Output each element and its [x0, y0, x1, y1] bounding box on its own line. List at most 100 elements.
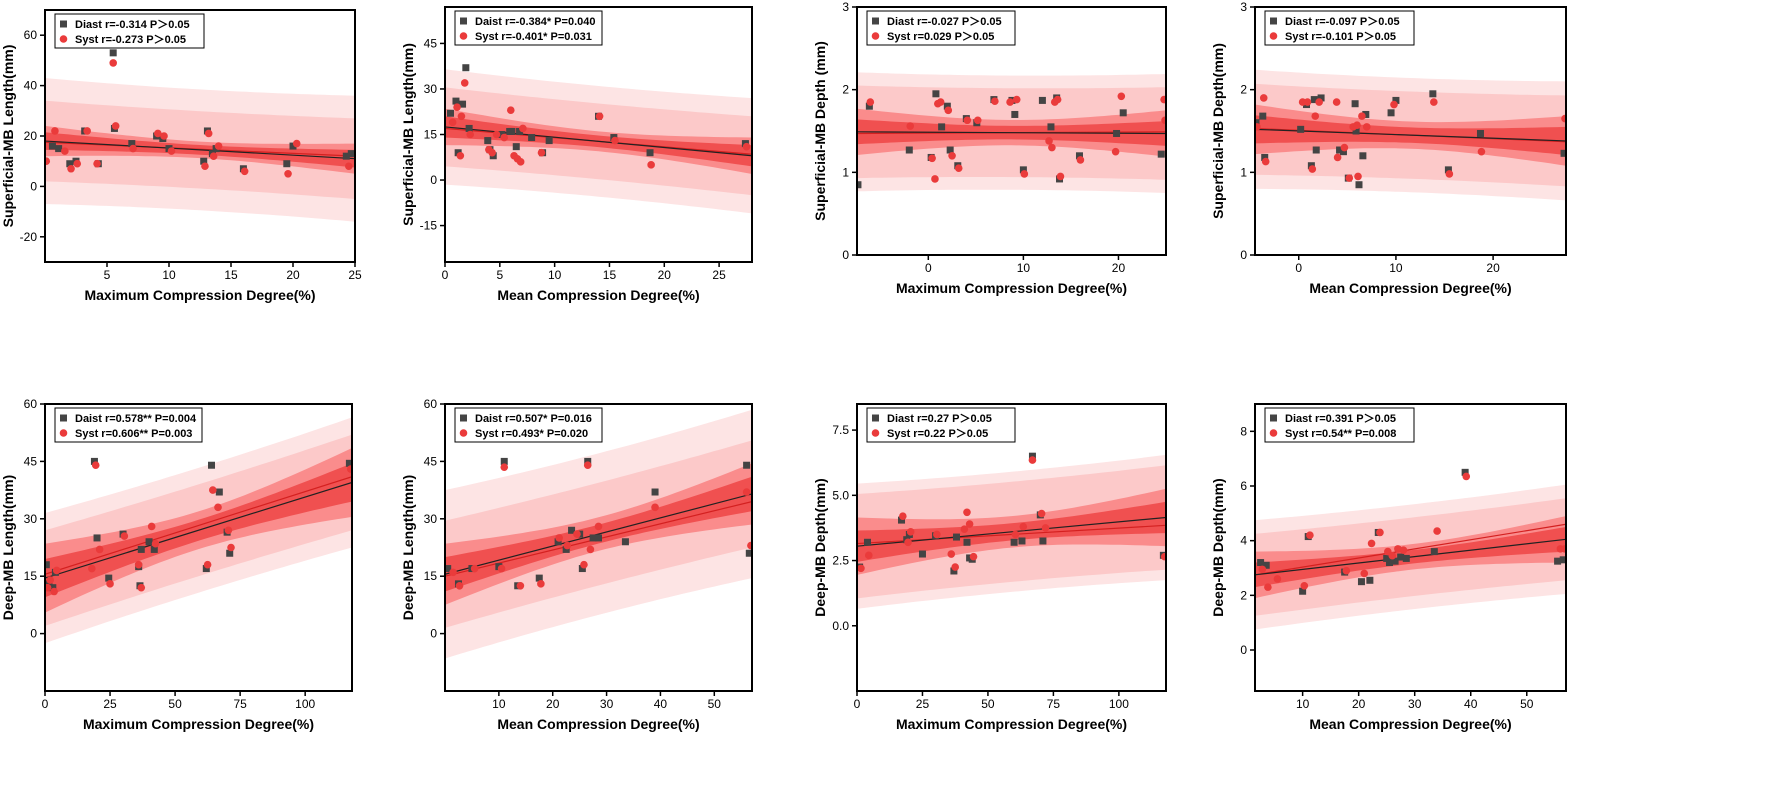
point-syst	[1340, 143, 1349, 152]
point-diast	[1262, 561, 1270, 569]
plot-frame	[444, 403, 753, 692]
x-tick-label: 20	[1352, 697, 1366, 711]
point-syst	[928, 154, 936, 163]
x-tick-label: 30	[600, 697, 614, 711]
point-diast	[1157, 150, 1165, 158]
point-syst	[73, 159, 82, 168]
point-syst	[448, 118, 457, 127]
legend-marker-diast	[60, 20, 67, 28]
point-syst	[1430, 98, 1438, 106]
y-tick-label: 1	[1240, 165, 1247, 179]
point-diast	[1255, 119, 1260, 127]
point-diast	[568, 526, 576, 534]
legend-box	[866, 407, 1016, 443]
point-syst	[67, 164, 75, 173]
legend-label: Syst r=0.22 P＞0.05	[887, 428, 988, 440]
point-syst	[1308, 165, 1317, 173]
legend-label: Syst r=0.029 P＞0.05	[887, 31, 994, 43]
point-syst	[1399, 546, 1408, 555]
y-tick-label: 15	[24, 569, 38, 583]
point-diast	[905, 146, 913, 154]
point-diast	[283, 160, 291, 168]
point-syst	[973, 116, 982, 125]
x-axis-label: Mean Compression Degree(%)	[1309, 716, 1511, 732]
x-tick-label: 15	[224, 268, 238, 282]
legend-marker-syst	[1269, 32, 1278, 40]
point-syst	[1111, 147, 1120, 156]
point-diast	[215, 488, 223, 496]
point-diast	[1392, 96, 1400, 104]
panel-p8: 10 20 30 40 50 0 2 4 6 8 Mean Compression Degree(%…	[1210, 403, 1567, 732]
legend-marker-diast	[460, 414, 467, 422]
point-diast	[48, 142, 56, 150]
point-diast	[145, 538, 153, 546]
point-diast	[1554, 557, 1562, 565]
point-syst	[240, 167, 249, 176]
point-diast	[1476, 129, 1484, 137]
plot-area	[445, 409, 752, 659]
point-syst	[214, 503, 222, 512]
x-tick-label: 15	[603, 268, 617, 282]
point-syst	[1445, 170, 1454, 178]
point-diast	[202, 565, 210, 573]
point-syst	[50, 587, 58, 596]
point-syst	[497, 564, 506, 573]
x-axis-label: Mean Compression Degree(%)	[1309, 280, 1511, 296]
panel-p1: 5 10 15 20 25 -20 0 20 40 60 Maximum Compression D…	[0, 9, 362, 303]
point-syst	[1354, 172, 1362, 181]
legend-marker-syst	[59, 429, 68, 437]
point-syst	[904, 538, 912, 547]
y-tick-label: 0	[842, 248, 849, 262]
point-diast	[105, 574, 113, 582]
point-syst	[991, 97, 999, 106]
point-diast	[446, 109, 454, 117]
y-tick-label: 45	[424, 36, 438, 50]
point-diast	[45, 580, 53, 588]
point-diast	[109, 49, 117, 57]
y-tick-label: 0	[430, 627, 437, 641]
point-diast	[484, 137, 492, 145]
panel-p3: 0 10 20 0 1 2 3 Maximum Compression Degree(%) Su…	[812, 0, 1167, 296]
point-diast	[528, 134, 536, 142]
point-syst	[227, 543, 235, 552]
point-syst	[906, 122, 915, 130]
point-syst	[129, 144, 137, 153]
x-tick-label: 75	[233, 697, 247, 711]
legend: Daist r=-0.384* P=0.040 Syst r=-0.401* P=…	[454, 10, 603, 46]
x-axis-label: Maximum Compression Degree(%)	[896, 280, 1127, 296]
point-syst	[1160, 552, 1166, 561]
legend: Diast r=0.27 P＞0.05 Syst r=0.22 P＞0.05	[866, 407, 1016, 443]
y-tick-label: 30	[24, 512, 38, 526]
point-syst	[1477, 147, 1486, 156]
point-syst	[106, 580, 114, 588]
point-diast	[1297, 125, 1305, 133]
fit-line-diast	[45, 140, 355, 160]
plot-area	[857, 72, 1166, 193]
legend-marker-diast	[1270, 17, 1277, 25]
point-syst	[1353, 121, 1361, 130]
point-diast	[953, 533, 961, 541]
legend-box	[866, 10, 1016, 46]
point-diast	[342, 152, 350, 160]
point-syst	[1019, 522, 1028, 531]
y-tick-label: 0	[1240, 248, 1247, 262]
point-syst	[1367, 539, 1376, 548]
legend-marker-syst	[871, 429, 880, 437]
x-tick-label: 25	[348, 268, 362, 282]
point-diast	[1357, 578, 1365, 586]
panel-p7: 0 25 50 75 100 0.0 2.5 5.0 7.5 Maximum Compressio…	[812, 403, 1167, 732]
point-syst	[960, 525, 969, 534]
y-tick-label: 0	[430, 173, 437, 187]
point-diast	[554, 538, 562, 546]
point-syst	[516, 158, 525, 166]
x-tick-label: 40	[1464, 697, 1478, 711]
point-diast	[1075, 152, 1083, 160]
point-syst	[500, 463, 509, 471]
point-diast	[943, 102, 951, 110]
point-syst	[203, 560, 212, 569]
point-syst	[1160, 95, 1166, 104]
point-diast	[918, 550, 926, 558]
point-syst	[506, 106, 515, 115]
point-syst	[1561, 545, 1566, 553]
